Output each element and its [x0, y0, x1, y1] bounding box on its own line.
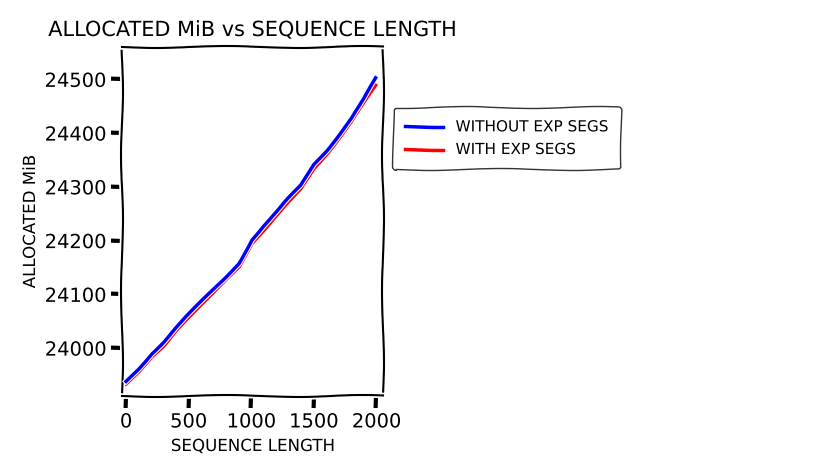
- Y-axis label: ALLOCATED MiB: ALLOCATED MiB: [21, 156, 39, 288]
- WITHOUT EXP SEGS: [146, 351, 155, 357]
- WITHOUT EXP SEGS: [284, 197, 294, 202]
- WITH EXP SEGS: [358, 101, 368, 107]
- WITHOUT EXP SEGS: [371, 76, 381, 82]
- WITHOUT EXP SEGS: [127, 372, 137, 378]
- WITHOUT EXP SEGS: [184, 312, 194, 318]
- WITH EXP SEGS: [184, 316, 194, 322]
- Legend: WITHOUT EXP SEGS, WITH EXP SEGS: WITHOUT EXP SEGS, WITH EXP SEGS: [393, 108, 620, 170]
- Line: WITH EXP SEGS: WITH EXP SEGS: [126, 87, 376, 384]
- WITH EXP SEGS: [259, 228, 269, 233]
- WITHOUT EXP SEGS: [159, 339, 169, 345]
- Line: WITHOUT EXP SEGS: WITHOUT EXP SEGS: [126, 79, 376, 382]
- WITH EXP SEGS: [133, 368, 143, 374]
- WITHOUT EXP SEGS: [196, 300, 206, 306]
- WITH EXP SEGS: [246, 240, 256, 246]
- WITHOUT EXP SEGS: [133, 366, 143, 372]
- WITHOUT EXP SEGS: [171, 325, 181, 331]
- WITH EXP SEGS: [208, 291, 218, 297]
- WITHOUT EXP SEGS: [271, 210, 281, 216]
- WITH EXP SEGS: [284, 201, 294, 207]
- WITHOUT EXP SEGS: [308, 162, 318, 168]
- WITH EXP SEGS: [333, 135, 343, 141]
- WITHOUT EXP SEGS: [259, 223, 269, 229]
- WITHOUT EXP SEGS: [246, 237, 256, 243]
- WITH EXP SEGS: [296, 187, 306, 193]
- WITHOUT EXP SEGS: [233, 261, 243, 267]
- WITH EXP SEGS: [252, 234, 262, 239]
- WITH EXP SEGS: [221, 277, 231, 283]
- WITHOUT EXP SEGS: [321, 148, 331, 154]
- WITHOUT EXP SEGS: [296, 184, 306, 189]
- X-axis label: SEQUENCE LENGTH: SEQUENCE LENGTH: [170, 437, 334, 455]
- WITHOUT EXP SEGS: [121, 379, 131, 385]
- WITH EXP SEGS: [196, 304, 206, 309]
- WITHOUT EXP SEGS: [346, 116, 356, 122]
- WITH EXP SEGS: [321, 151, 331, 157]
- WITH EXP SEGS: [271, 214, 281, 220]
- WITH EXP SEGS: [159, 343, 169, 348]
- WITH EXP SEGS: [233, 264, 243, 270]
- WITH EXP SEGS: [127, 375, 137, 381]
- WITH EXP SEGS: [121, 381, 131, 387]
- WITH EXP SEGS: [346, 119, 356, 125]
- WITHOUT EXP SEGS: [252, 230, 262, 236]
- WITH EXP SEGS: [371, 84, 381, 89]
- Title: ALLOCATED MiB vs SEQUENCE LENGTH: ALLOCATED MiB vs SEQUENCE LENGTH: [48, 21, 457, 41]
- WITHOUT EXP SEGS: [333, 132, 343, 138]
- WITHOUT EXP SEGS: [358, 98, 368, 103]
- WITH EXP SEGS: [308, 167, 318, 172]
- WITHOUT EXP SEGS: [208, 288, 218, 293]
- WITHOUT EXP SEGS: [221, 275, 231, 280]
- WITH EXP SEGS: [146, 354, 155, 359]
- WITH EXP SEGS: [171, 328, 181, 334]
